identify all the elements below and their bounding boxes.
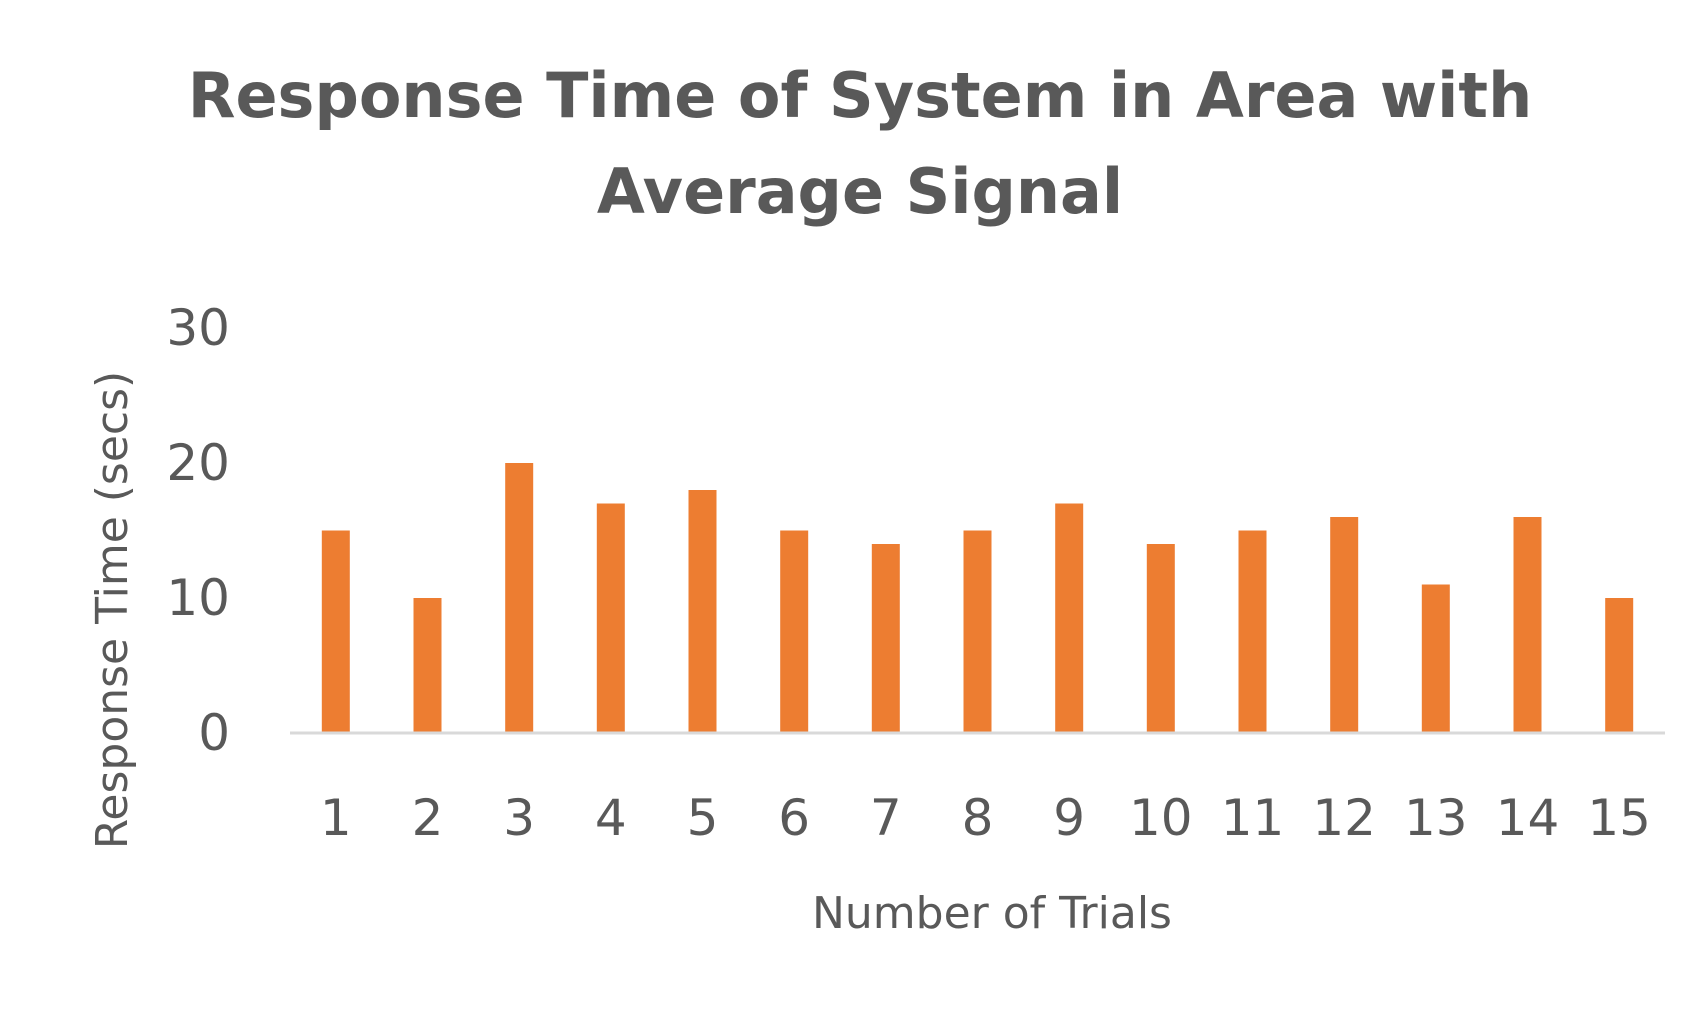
y-tick-label: 20 bbox=[166, 434, 230, 492]
bar-1 bbox=[321, 530, 350, 733]
bar-2 bbox=[413, 598, 442, 733]
bar-9 bbox=[1055, 503, 1084, 733]
y-tick-label: 0 bbox=[198, 704, 230, 762]
bar-13 bbox=[1421, 584, 1450, 733]
x-tick-label: 1 bbox=[320, 789, 352, 847]
x-tick-label: 9 bbox=[1053, 789, 1085, 847]
bar-5 bbox=[688, 490, 717, 733]
x-tick-label: 12 bbox=[1312, 789, 1376, 847]
bar-15 bbox=[1605, 598, 1634, 733]
x-tick-label: 14 bbox=[1496, 789, 1560, 847]
chart-title-line-2: Average Signal bbox=[597, 155, 1123, 228]
x-tick-label: 4 bbox=[595, 789, 627, 847]
x-tick-label: 8 bbox=[962, 789, 994, 847]
y-axis-ticks: 0 10 20 30 bbox=[166, 299, 230, 762]
x-tick-label: 11 bbox=[1221, 789, 1285, 847]
x-tick-label: 13 bbox=[1404, 789, 1468, 847]
x-axis-ticks: 1 2 3 4 5 6 7 8 9 10 11 12 13 14 15 bbox=[320, 789, 1651, 847]
x-axis-title: Number of Trials bbox=[812, 888, 1172, 939]
y-tick-label: 30 bbox=[166, 299, 230, 357]
bar-4 bbox=[596, 503, 625, 733]
bar-10 bbox=[1146, 544, 1175, 733]
y-tick-label: 10 bbox=[166, 569, 230, 627]
bar-8 bbox=[963, 530, 992, 733]
bar-14 bbox=[1513, 517, 1542, 733]
bar-3 bbox=[505, 463, 534, 733]
x-tick-label: 5 bbox=[687, 789, 719, 847]
x-tick-label: 10 bbox=[1129, 789, 1193, 847]
bar-6 bbox=[780, 530, 809, 733]
bar-12 bbox=[1330, 517, 1359, 733]
chart-title-line-1: Response Time of System in Area with bbox=[188, 59, 1532, 132]
y-axis-title: Response Time (secs) bbox=[87, 371, 138, 849]
bars-group bbox=[321, 463, 1634, 733]
x-tick-label: 6 bbox=[778, 789, 810, 847]
x-tick-label: 15 bbox=[1587, 789, 1651, 847]
x-tick-label: 2 bbox=[412, 789, 444, 847]
x-tick-label: 7 bbox=[870, 789, 902, 847]
x-tick-label: 3 bbox=[503, 789, 535, 847]
bar-11 bbox=[1238, 530, 1267, 733]
bar-7 bbox=[871, 544, 900, 733]
